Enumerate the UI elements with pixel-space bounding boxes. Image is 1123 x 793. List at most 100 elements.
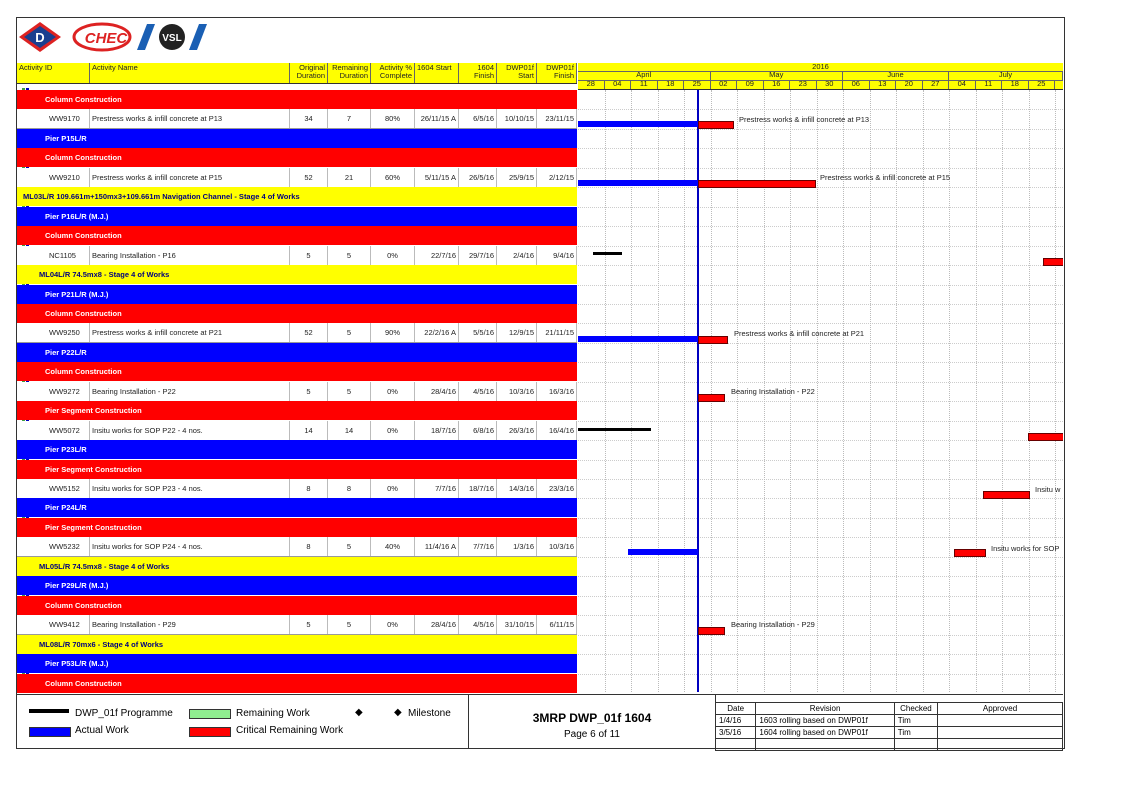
- group-band[interactable]: Pier P23L/R: [17, 440, 577, 460]
- cell-start: 22/7/16: [415, 245, 459, 265]
- label-p23: Insitu w: [1035, 485, 1061, 494]
- revision-cell: 3/5/16: [714, 726, 757, 739]
- col-activity-id[interactable]: Activity ID: [17, 63, 90, 83]
- cell-dstart: 10/10/15: [497, 109, 537, 129]
- revision-cell: [893, 738, 939, 751]
- activity-row[interactable]: WW9272 Bearing Installation - P22 5 5 0% 28/4…: [17, 381, 577, 402]
- col-activity-complete[interactable]: Activity % Complete: [371, 63, 415, 83]
- cell-dstart: 12/9/15: [497, 323, 537, 343]
- week-gridline: [763, 90, 765, 692]
- activity-row[interactable]: WW5072 Insitu works for SOP P22 - 4 nos. 1…: [17, 420, 577, 441]
- cell-rem: 7: [328, 109, 371, 129]
- cell-rem: 5: [328, 323, 371, 343]
- legend-actual-label: Actual Work: [75, 725, 129, 736]
- row-gridline: [578, 615, 1063, 617]
- group-band[interactable]: Pier P22L/R: [17, 342, 577, 362]
- activity-row[interactable]: WW5152 Insitu works for SOP P23 - 4 nos. 8…: [17, 479, 577, 499]
- activity-row[interactable]: NC1105 Bearing Installation - P16 5 5 0% 22/7…: [17, 245, 577, 266]
- row-gridline: [578, 245, 1063, 247]
- group-band[interactable]: Pier P21L/R (M.J.): [17, 284, 577, 304]
- group-band[interactable]: ML05L/R 74.5mx8 - Stage 4 of Works: [17, 556, 577, 576]
- legend-actual-swatch: [29, 727, 71, 737]
- label-p21: Prestress works & infill concrete at P21: [734, 329, 865, 338]
- group-band[interactable]: ML08L/R 70mx6 - Stage 4 of Works: [17, 634, 577, 654]
- col-dwp01f-finish[interactable]: DWP01f Finish: [537, 63, 577, 83]
- label-p22: Bearing Installation - P22: [731, 387, 815, 396]
- group-band[interactable]: Column Construction: [17, 362, 577, 382]
- group-band[interactable]: Pier Segment Construction: [17, 459, 577, 479]
- cell-rem: 5: [328, 537, 371, 557]
- col-1604-start[interactable]: 1604 Start: [415, 63, 459, 83]
- gantt-chart: Prestress works & infill concrete at P13…: [578, 90, 1063, 692]
- week-label: 25: [1029, 80, 1056, 89]
- cell-dstart: 14/3/16: [497, 479, 537, 498]
- cell-dfinish: 9/4/16: [537, 245, 577, 265]
- cell-finish: 26/5/16: [459, 167, 497, 187]
- row-gridline: [578, 323, 1063, 325]
- group-band[interactable]: Column Construction: [17, 595, 577, 615]
- cell-dstart: 25/9/15: [497, 167, 537, 187]
- week-label: 16: [764, 80, 791, 89]
- cell-dstart: 2/4/16: [497, 245, 537, 265]
- col-1604-finish[interactable]: 1604 Finish: [459, 63, 497, 83]
- cell-name: Prestress works & infill concrete at P15: [90, 167, 290, 187]
- cell-finish: 5/5/16: [459, 323, 497, 343]
- row-gridline: [578, 381, 1063, 383]
- group-band[interactable]: Column Construction: [17, 90, 577, 109]
- col-remaining-duration[interactable]: Remaining Duration: [328, 63, 371, 83]
- cell-rem: 5: [328, 245, 371, 265]
- group-band[interactable]: Column Construction: [17, 673, 577, 693]
- svg-text:D: D: [35, 30, 44, 45]
- data-date-line: [697, 90, 699, 692]
- revision-header: Approved: [937, 702, 1063, 715]
- col-activity-name[interactable]: Activity Name: [90, 63, 290, 83]
- milestone-icon-2: ◆: [394, 707, 402, 718]
- col-original-duration[interactable]: Original Duration: [290, 63, 328, 83]
- activity-row[interactable]: WW9210 Prestress works & infill concrete …: [17, 167, 577, 188]
- group-band[interactable]: ML04L/R 74.5mx8 - Stage 4 of Works: [17, 265, 577, 285]
- week-gridline: [816, 90, 818, 692]
- group-band[interactable]: ML03L/R 109.661m+150mx3+109.661m Navigat…: [17, 187, 577, 207]
- col-dwp01f-start[interactable]: DWP01f Start: [497, 63, 537, 83]
- group-band[interactable]: Pier P24L/R: [17, 498, 577, 518]
- activity-row[interactable]: WW5232 Insitu works for SOP P24 - 4 nos. 8…: [17, 537, 577, 558]
- row-gridline: [578, 265, 1063, 267]
- cell-start: 11/4/16 A: [415, 537, 459, 557]
- revision-header: Date: [714, 702, 757, 715]
- week-label: 06: [843, 80, 870, 89]
- group-band[interactable]: Pier P16L/R (M.J.): [17, 206, 577, 226]
- group-band[interactable]: Column Construction: [17, 226, 577, 246]
- cell-pct: 40%: [371, 537, 415, 557]
- row-gridline: [578, 537, 1063, 539]
- group-band[interactable]: Pier P53L/R (M.J.): [17, 654, 577, 674]
- report-title: 3MRP DWP_01f 1604: [532, 711, 652, 725]
- week-label: 28: [578, 80, 605, 89]
- bar-p13-actual: [578, 121, 698, 127]
- bar-p16-programme: [593, 252, 622, 255]
- activity-row[interactable]: WW9250 Prestress works & infill concrete …: [17, 323, 577, 344]
- activity-row[interactable]: WW9412 Bearing Installation - P29 5 5 0% 28/4…: [17, 615, 577, 636]
- group-band[interactable]: Pier Segment Construction: [17, 517, 577, 537]
- row-gridline: [578, 479, 1063, 480]
- group-band[interactable]: Column Construction: [17, 303, 577, 323]
- cell-id: WW9210: [17, 167, 90, 187]
- row-gridline: [578, 673, 1063, 675]
- group-band[interactable]: Column Construction: [17, 148, 577, 168]
- group-band[interactable]: Pier Segment Construction: [17, 401, 577, 421]
- page-number: Page 6 of 11: [564, 729, 620, 740]
- month-row: April May June July: [578, 71, 1063, 81]
- cell-name: Insitu works for SOP P22 - 4 nos.: [90, 420, 290, 440]
- row-gridline: [578, 401, 1063, 403]
- week-gridline: [604, 90, 606, 692]
- week-label: 30: [817, 80, 844, 89]
- group-band[interactable]: Pier P15L/R: [17, 128, 577, 148]
- cell-dfinish: 6/11/15: [537, 615, 577, 635]
- week-label: 18: [1002, 80, 1029, 89]
- row-gridline: [578, 576, 1063, 578]
- activity-row[interactable]: WW9170 Prestress works & infill concrete …: [17, 109, 577, 130]
- row-gridline: [578, 206, 1063, 208]
- revision-cell: 1603 rolling based on DWP01f: [755, 714, 895, 727]
- week-label: 11: [631, 80, 658, 89]
- group-band[interactable]: Pier P29L/R (M.J.): [17, 576, 577, 596]
